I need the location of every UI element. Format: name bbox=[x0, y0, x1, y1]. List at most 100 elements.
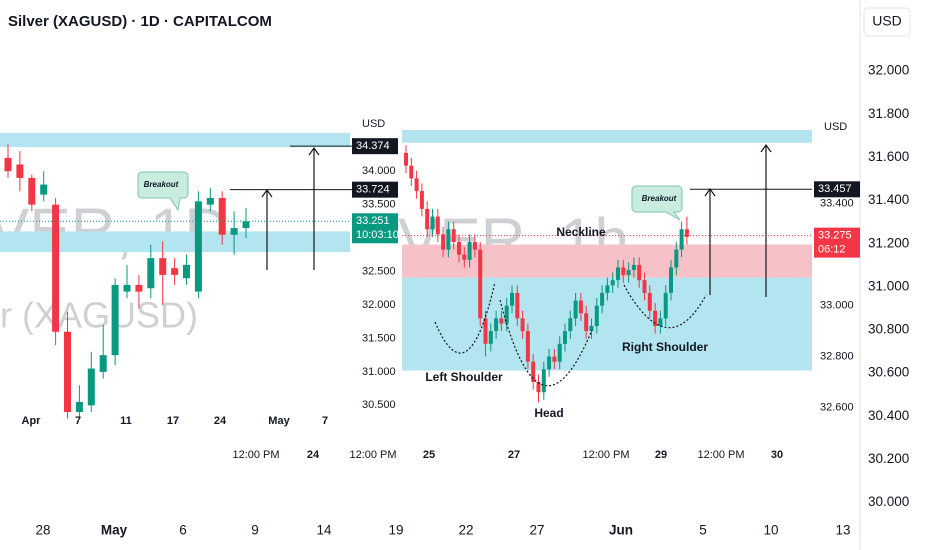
candle-body bbox=[600, 292, 605, 306]
candle-body bbox=[510, 292, 514, 306]
candle-body bbox=[616, 267, 620, 281]
y-tick-label: 32.500 bbox=[362, 265, 396, 277]
candle-body bbox=[499, 318, 504, 324]
annotation: Head bbox=[534, 406, 563, 420]
marks bbox=[4, 144, 689, 419]
candle-body bbox=[99, 355, 107, 372]
candle-body bbox=[536, 382, 541, 393]
candle-body bbox=[626, 270, 631, 276]
candle-body bbox=[483, 318, 488, 344]
candle-body bbox=[573, 300, 578, 319]
x-tick-label: 14 bbox=[316, 523, 332, 538]
price-label: 33.457 bbox=[818, 183, 852, 195]
candle-body bbox=[488, 331, 493, 344]
candle-body bbox=[658, 318, 663, 326]
x-tick-label: 13 bbox=[835, 523, 850, 538]
candle-body bbox=[621, 267, 626, 276]
x-tick-label: 24 bbox=[214, 415, 227, 427]
y-tick-label: 32.000 bbox=[362, 299, 396, 311]
candle-body bbox=[419, 191, 424, 209]
annotation: Breakout bbox=[144, 180, 179, 189]
currency[interactable]: USD bbox=[872, 13, 902, 29]
x-tick-label: 19 bbox=[388, 523, 403, 538]
candle-body bbox=[525, 331, 530, 362]
annotation: Neckline bbox=[556, 225, 606, 239]
zone bbox=[0, 231, 350, 253]
candle-body bbox=[531, 361, 536, 382]
candle-body bbox=[4, 157, 12, 172]
price-box bbox=[352, 138, 398, 155]
candle-body bbox=[584, 313, 589, 332]
y-tick-label: 32.800 bbox=[820, 350, 854, 362]
x-tick-label: 17 bbox=[167, 415, 179, 427]
candle-body bbox=[547, 356, 552, 370]
x-tick-label: 12:00 PM bbox=[349, 449, 396, 461]
zone bbox=[402, 244, 812, 278]
price-label: 33.724 bbox=[356, 184, 390, 196]
breakout-callout bbox=[137, 171, 189, 212]
candle-body bbox=[610, 280, 615, 286]
candle-body bbox=[637, 264, 642, 281]
x-tick-label: 12:00 PM bbox=[232, 449, 279, 461]
x-tick-label: 30 bbox=[771, 449, 783, 461]
candle-body bbox=[441, 234, 446, 250]
y-tick-label: 31.800 bbox=[868, 106, 909, 121]
x-tick-label: 9 bbox=[251, 523, 259, 538]
y-tick-label: 30.200 bbox=[868, 451, 909, 466]
candle-body bbox=[414, 178, 419, 192]
candle-body bbox=[462, 254, 467, 260]
currency-button[interactable] bbox=[863, 7, 911, 37]
x-tick-label: 29 bbox=[655, 449, 667, 461]
y-tick-label: 30.800 bbox=[868, 322, 909, 337]
x-tick-label: 5 bbox=[699, 523, 707, 538]
breakout-callout bbox=[631, 185, 683, 221]
candle-body bbox=[135, 284, 143, 292]
y-tick-label: 31.400 bbox=[868, 192, 909, 207]
candle-body bbox=[52, 204, 60, 332]
candle-body bbox=[404, 152, 408, 166]
candle-body bbox=[679, 229, 684, 250]
candle-body bbox=[218, 197, 226, 235]
right-shoulder-curve bbox=[623, 284, 707, 329]
price-label: 33.275 bbox=[818, 230, 852, 242]
candle-body bbox=[578, 300, 583, 314]
candle-body bbox=[647, 292, 652, 311]
x-tick-label: 10 bbox=[763, 523, 778, 538]
x-tick-label: 12:00 PM bbox=[582, 449, 629, 461]
candle-body bbox=[435, 216, 440, 235]
candle-body bbox=[504, 305, 509, 324]
watermark: VER, 1D bbox=[0, 196, 229, 265]
arrow bbox=[760, 143, 772, 297]
annotation: Breakout bbox=[642, 194, 677, 203]
candle-body bbox=[631, 264, 636, 270]
candle-body bbox=[669, 267, 673, 293]
y-tick-label: 32.600 bbox=[820, 401, 854, 413]
left-shoulder-curve bbox=[434, 281, 496, 354]
candle-body bbox=[111, 284, 119, 356]
price-label: 34.374 bbox=[356, 140, 390, 152]
annotation: Left Shoulder bbox=[425, 370, 503, 384]
candle-body bbox=[16, 164, 24, 178]
x-tick-label: 24 bbox=[307, 449, 320, 461]
candle-body bbox=[230, 228, 238, 235]
candle-body bbox=[552, 356, 557, 362]
candle-body bbox=[663, 292, 668, 319]
y-tick-label: 34.000 bbox=[362, 165, 396, 177]
y-tick-label: 30.000 bbox=[868, 494, 909, 509]
candle-body bbox=[28, 177, 36, 205]
countdown: 06:12 bbox=[818, 244, 846, 256]
candle-body bbox=[183, 264, 190, 279]
y-tick-label: 32.000 bbox=[868, 63, 909, 78]
candle-body bbox=[87, 368, 95, 406]
x-tick-label: 12:00 PM bbox=[697, 449, 744, 461]
price-box bbox=[352, 213, 398, 244]
candle-body bbox=[40, 184, 48, 195]
candle-body bbox=[446, 229, 451, 250]
x-tick-label: 6 bbox=[179, 523, 187, 538]
annotation: Right Shoulder bbox=[622, 340, 708, 354]
y-tick-label: 33.400 bbox=[820, 198, 854, 210]
candle-body bbox=[568, 318, 573, 332]
price-box bbox=[814, 227, 860, 258]
arrows bbox=[261, 143, 772, 297]
